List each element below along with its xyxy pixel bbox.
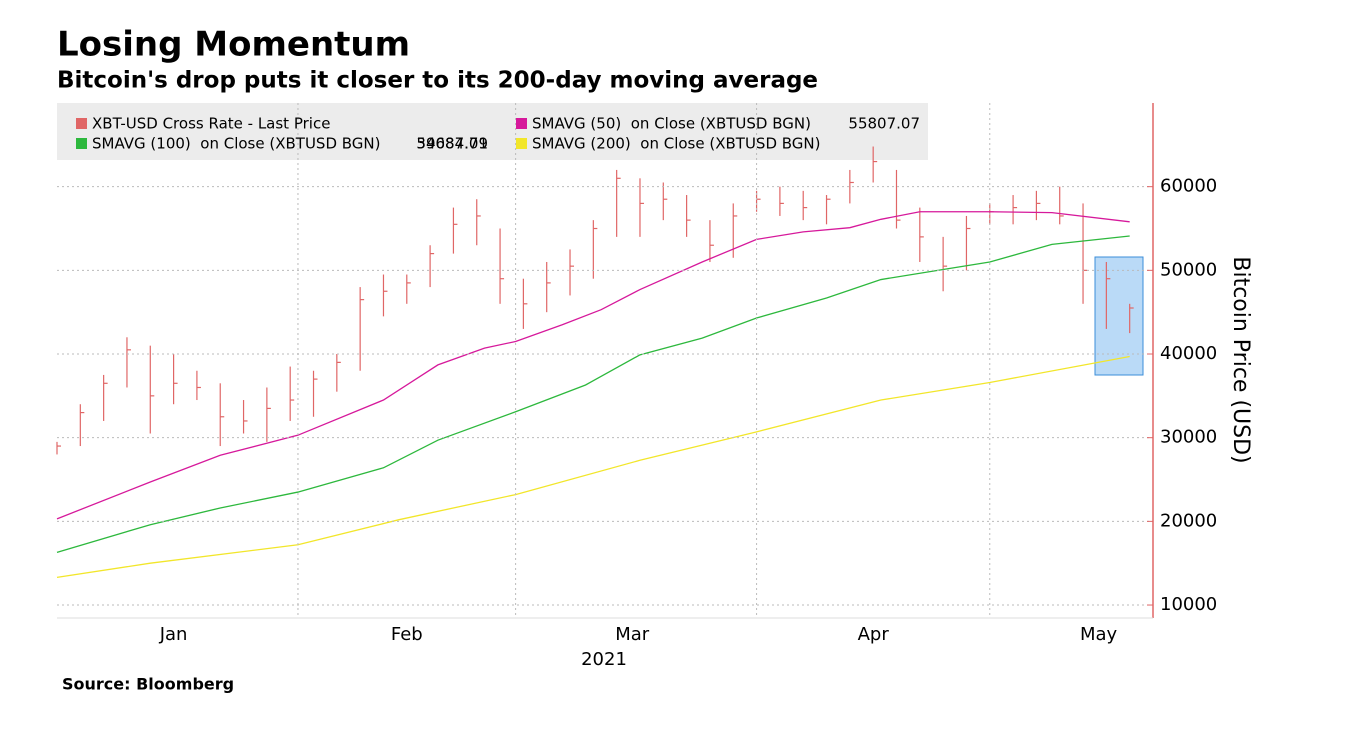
- x-tick-label: Mar: [615, 624, 650, 645]
- legend-label: SMAVG (200) on Close (XBTUSD BGN): [532, 135, 821, 153]
- legend-swatch: [516, 118, 527, 129]
- legend-swatch: [76, 118, 87, 129]
- moving-average: [56, 235, 1130, 553]
- plot: [56, 146, 1134, 579]
- legend-swatch: [76, 138, 87, 149]
- legend-label: XBT-USD Cross Rate - Last Price: [92, 115, 330, 133]
- x-tick-label: Feb: [391, 624, 423, 645]
- y-tick-label: 50000: [1160, 259, 1217, 280]
- highlight-box: [1094, 256, 1144, 376]
- legend-label: SMAVG (50) on Close (XBTUSD BGN): [532, 115, 811, 133]
- x-tick-label: May: [1080, 624, 1118, 645]
- y-axis-label: Bitcoin Price (USD): [1228, 256, 1253, 463]
- legend-label: SMAVG (100) on Close (XBTUSD BGN): [92, 135, 381, 153]
- y-tick-label: 60000: [1160, 176, 1217, 197]
- source: Source: Bloomberg: [62, 675, 234, 694]
- y-tick-label: 20000: [1160, 510, 1217, 531]
- legend-box: [57, 103, 928, 160]
- x-axis-label: 2021: [581, 649, 627, 670]
- x-tick-label: Apr: [858, 624, 890, 645]
- moving-average: [56, 211, 1130, 520]
- y-tick-label: 40000: [1160, 343, 1217, 364]
- y-tick-label: 10000: [1160, 594, 1217, 615]
- legend-value: 55807.07: [848, 115, 920, 133]
- legend-swatch: [516, 138, 527, 149]
- legend-value: 54084.79: [416, 135, 488, 153]
- x-tick-label: Jan: [159, 624, 188, 645]
- chart-title: Losing Momentum: [57, 25, 410, 65]
- chart-subtitle: Bitcoin's drop puts it closer to its 200…: [57, 68, 818, 94]
- legend-value: 39687.01: [416, 135, 488, 153]
- moving-average: [56, 355, 1130, 579]
- y-tick-label: 30000: [1160, 427, 1217, 448]
